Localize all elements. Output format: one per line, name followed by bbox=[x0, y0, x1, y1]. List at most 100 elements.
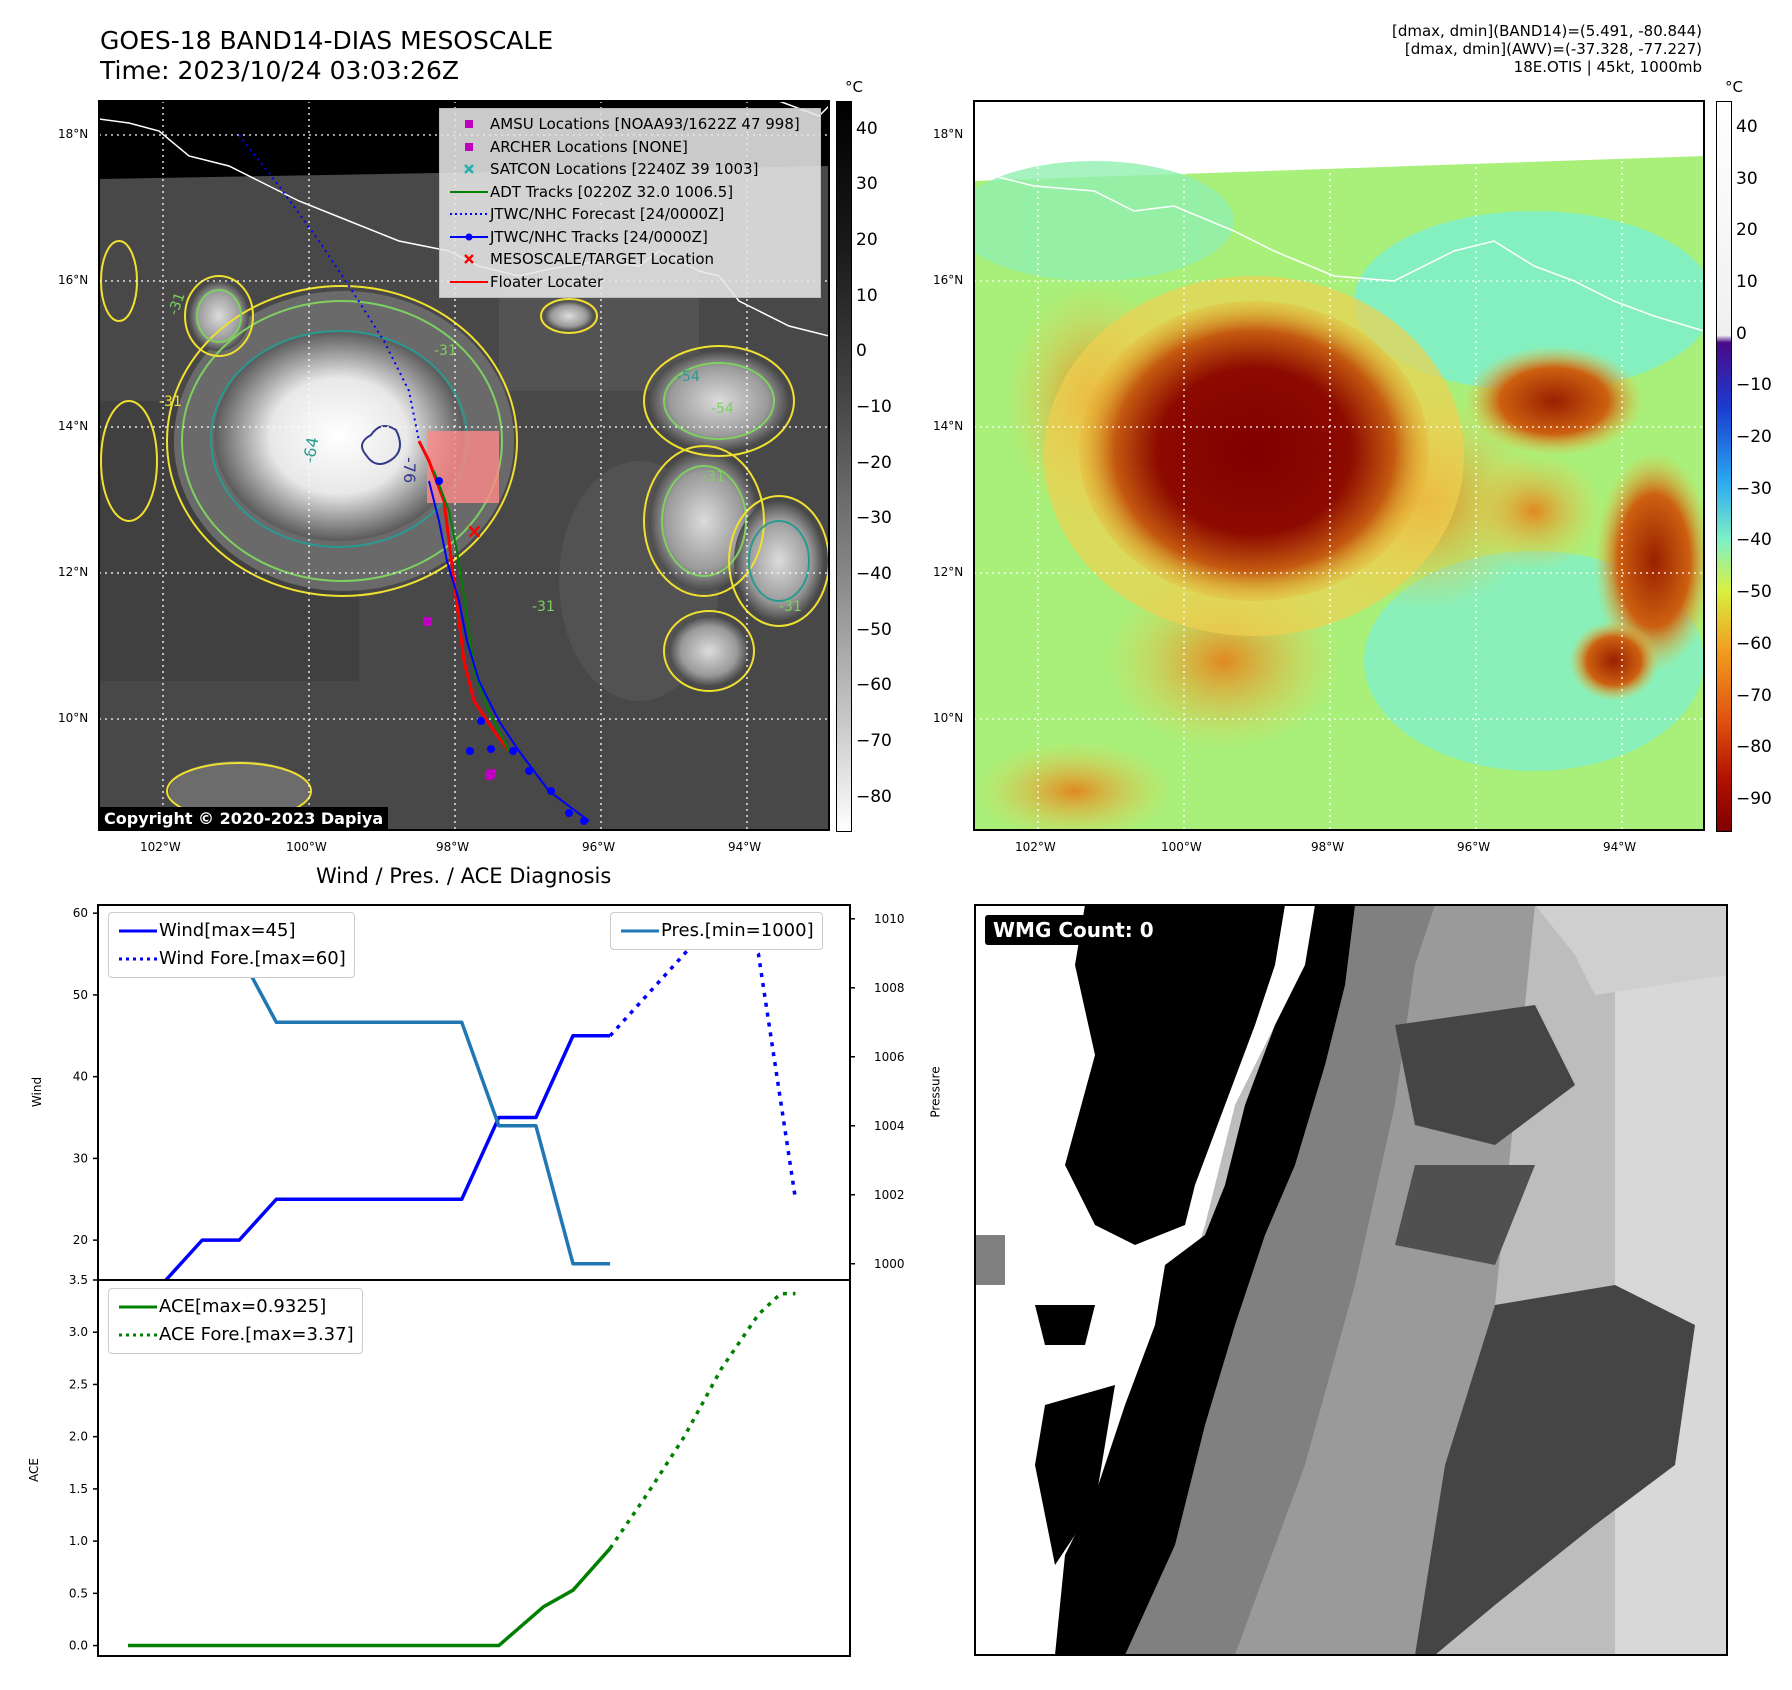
contour-label: -31 bbox=[702, 469, 725, 485]
y2-tick-label: 1010 bbox=[874, 912, 905, 926]
awv-lat-label-12n: 12°N bbox=[933, 565, 964, 579]
legend-label: Wind Fore.[max=60] bbox=[159, 948, 346, 969]
line-marker-icon bbox=[119, 1305, 157, 1309]
legend-label: Wind[max=45] bbox=[159, 920, 296, 941]
lat-label-10n: 10°N bbox=[58, 711, 89, 725]
colorbar-tick-label: −70 bbox=[856, 730, 892, 751]
legend-label: Floater Locater bbox=[490, 272, 604, 291]
lat-label-18n: 18°N bbox=[58, 127, 89, 141]
legend-label: AMSU Locations [NOAA93/1622Z 47 998] bbox=[490, 115, 800, 133]
y-tick-label: 0.0 bbox=[69, 1639, 88, 1653]
legend-label: MESOSCALE/TARGET Location bbox=[490, 250, 715, 268]
colorbar-tick-label: −50 bbox=[1736, 582, 1772, 603]
colorbar-tick-label: −20 bbox=[856, 452, 892, 473]
eye-contour-label: -76 bbox=[400, 457, 419, 483]
line-marker-icon bbox=[621, 929, 659, 933]
legend-label: ACE[max=0.9325] bbox=[159, 1296, 327, 1317]
legend-label: ACE Fore.[max=3.37] bbox=[159, 1324, 354, 1345]
awv-lon-label-94w: 94°W bbox=[1603, 840, 1637, 854]
wmg-image bbox=[975, 905, 1727, 1655]
ir-map-frame bbox=[98, 100, 830, 831]
lon-label-98w: 98°W bbox=[436, 840, 470, 854]
colorbar-tick-label: −30 bbox=[856, 508, 892, 529]
colorbar-tick-label: 40 bbox=[1736, 116, 1758, 137]
y-tick-label: 0.5 bbox=[69, 1586, 88, 1600]
title-line-2: Time: 2023/10/24 03:03:26Z bbox=[100, 56, 459, 85]
legend-ace-fore: ACE Fore.[max=3.37] bbox=[117, 1321, 354, 1349]
contour-label: -54 bbox=[677, 369, 700, 385]
colorbar-tick-label: −20 bbox=[1736, 427, 1772, 448]
contour-label: -31 bbox=[532, 599, 555, 615]
colorbar-tick-label: 30 bbox=[856, 174, 878, 195]
legend-wind-fore: Wind Fore.[max=60] bbox=[117, 945, 346, 973]
line-marker-icon bbox=[450, 190, 488, 193]
awv-colorbar-unit: °C bbox=[1725, 78, 1743, 96]
colorbar-tick-label: 10 bbox=[856, 285, 878, 306]
awv-lon-label-102w: 102°W bbox=[1015, 840, 1056, 854]
y-tick-label: 3.5 bbox=[69, 1273, 88, 1287]
chart-title: GOES-18 BAND14-DIAS MESOSCALE Time: 2023… bbox=[100, 26, 553, 86]
contour-label: -64 bbox=[299, 436, 322, 465]
colorbar-tick-label: −90 bbox=[1736, 788, 1772, 809]
legend-satcon: SATCON Locations [2240Z 39 1003] bbox=[448, 158, 812, 181]
colorbar-tick-label: 10 bbox=[1736, 271, 1758, 292]
colorbar-tick-label: −50 bbox=[856, 619, 892, 640]
y-tick-label: 50 bbox=[73, 988, 88, 1002]
colorbar-tick-label: −30 bbox=[1736, 478, 1772, 499]
awv-lat-label-14n: 14°N bbox=[933, 419, 964, 433]
lon-label-96w: 96°W bbox=[582, 840, 616, 854]
awv-lon-label-96w: 96°W bbox=[1457, 840, 1491, 854]
line-dot-icon bbox=[450, 233, 488, 241]
y-tick-label: 2.5 bbox=[69, 1377, 88, 1391]
x-marker-icon bbox=[464, 254, 474, 265]
series-line bbox=[608, 911, 798, 1200]
y2-tick-label: 1008 bbox=[874, 981, 905, 995]
dotted-line-icon bbox=[119, 957, 157, 961]
colorbar-tick-label: −80 bbox=[856, 786, 892, 807]
legend-archer: ARCHER Locations [NONE] bbox=[448, 136, 812, 159]
legend-label: Pres.[min=1000] bbox=[661, 920, 814, 941]
legend-jtwc-tracks: JTWC/NHC Tracks [24/0000Z] bbox=[448, 226, 812, 249]
line-marker-icon bbox=[119, 929, 157, 933]
legend-label: SATCON Locations [2240Z 39 1003] bbox=[490, 160, 759, 178]
y-tick-label: 40 bbox=[73, 1070, 88, 1084]
legend-amsu: AMSU Locations [NOAA93/1622Z 47 998] bbox=[448, 113, 812, 136]
ir-colorbar bbox=[836, 101, 852, 832]
x-marker-icon bbox=[464, 164, 474, 175]
awv-map-image bbox=[974, 101, 1704, 830]
square-marker-icon bbox=[465, 142, 473, 151]
info-line-1: [dmax, dmin](BAND14)=(5.491, -80.844) bbox=[1391, 22, 1702, 40]
awv-map-frame bbox=[973, 100, 1705, 831]
legend-wind: Wind[max=45] bbox=[117, 917, 346, 945]
contour-label: -31 bbox=[159, 394, 182, 410]
colorbar-tick-label: 0 bbox=[856, 341, 867, 362]
square-marker-icon bbox=[465, 120, 473, 129]
lon-label-102w: 102°W bbox=[140, 840, 181, 854]
svg-text:×: × bbox=[466, 519, 483, 543]
ir-map-panel: -31 -31 -64 -31 -54 -54 -31 -31 -31 -76 bbox=[99, 101, 829, 830]
legend-label: ADT Tracks [0220Z 32.0 1006.5] bbox=[490, 182, 734, 201]
series-line bbox=[128, 1547, 612, 1648]
y-tick-label: 3.0 bbox=[69, 1325, 88, 1339]
y2-tick-label: 1000 bbox=[874, 1257, 905, 1271]
legend-floater: Floater Locater bbox=[448, 271, 812, 294]
y-tick-label: 2.0 bbox=[69, 1430, 88, 1444]
contour-label: -54 bbox=[711, 401, 734, 417]
awv-map-panel bbox=[974, 101, 1704, 830]
ir-colorbar-unit: °C bbox=[845, 78, 863, 96]
wmg-panel: WMG Count: 0 bbox=[975, 905, 1727, 1655]
wmg-count-label: WMG Count: 0 bbox=[985, 915, 1162, 945]
colorbar-tick-label: −70 bbox=[1736, 685, 1772, 706]
legend-label: JTWC/NHC Forecast [24/0000Z] bbox=[490, 205, 725, 223]
pressure-axis-label: Pressure bbox=[928, 1066, 943, 1118]
colorbar-tick-label: 20 bbox=[1736, 220, 1758, 241]
colorbar-tick-label: −80 bbox=[1736, 737, 1772, 758]
legend-jtwc-forecast: JTWC/NHC Forecast [24/0000Z] bbox=[448, 203, 812, 226]
colorbar-tick-label: 40 bbox=[856, 118, 878, 139]
series-line bbox=[608, 1291, 796, 1550]
y2-tick-label: 1006 bbox=[874, 1050, 905, 1064]
colorbar-tick-label: −40 bbox=[1736, 530, 1772, 551]
lat-label-12n: 12°N bbox=[58, 565, 89, 579]
awv-colorbar bbox=[1716, 101, 1732, 832]
awv-lat-label-18n: 18°N bbox=[933, 127, 964, 141]
